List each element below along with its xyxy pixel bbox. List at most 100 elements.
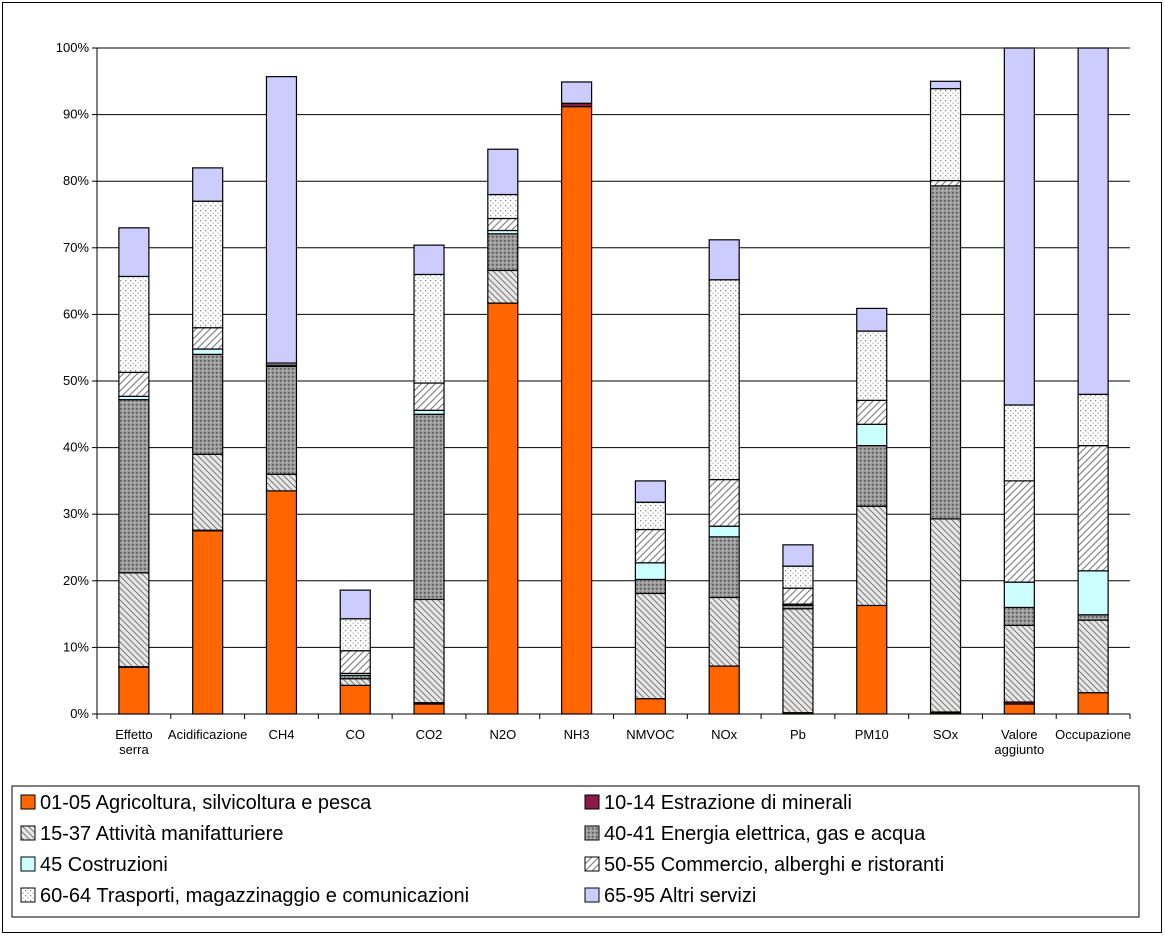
- legend-label: 65-95 Altri servizi: [604, 885, 756, 907]
- bar-segment: [192, 353, 224, 455]
- bar-stack-acidificazione: [192, 167, 224, 715]
- x-tick-label: PM10: [855, 727, 889, 742]
- bar-segment: [192, 327, 224, 350]
- bar-stack-nh3: [561, 81, 593, 715]
- bar-segment: [929, 185, 962, 520]
- y-axis-ticks: 0% 10% 20% 30% 40% 50% 60% 70% 80% 90% 100%: [56, 40, 97, 721]
- bar-segment: [708, 239, 740, 281]
- legend-item: 40-41 Energia elettrica, gas e acqua: [584, 823, 926, 845]
- legend-item: 65-95 Altri servizi: [584, 885, 756, 907]
- legend-swatch: [584, 856, 600, 872]
- bar-segment: [1003, 404, 1035, 482]
- x-tick-label: NMVOC: [626, 727, 674, 742]
- bar-segment: [634, 698, 666, 715]
- bar-stack-co: [339, 589, 371, 715]
- bar-segment: [413, 382, 445, 411]
- bar-segment: [487, 148, 519, 196]
- x-tick-label: CH4: [268, 727, 294, 742]
- bar-segment: [118, 399, 150, 574]
- bar-segment: [708, 478, 740, 527]
- bar-segment: [708, 525, 740, 538]
- legend-item: 60-64 Trasporti, magazzinaggio e comunic…: [20, 885, 469, 907]
- legend-swatch: [20, 794, 36, 810]
- bar-segment: [856, 445, 888, 507]
- legend-swatch: [20, 856, 36, 872]
- bar-segment: [782, 544, 814, 567]
- bar-segment: [265, 490, 298, 715]
- bar-segment: [782, 565, 814, 589]
- bar-stack-effetto-serra: [118, 227, 150, 715]
- y-tick-label: 80%: [63, 173, 89, 188]
- bar-segment: [856, 423, 888, 447]
- bar-segment: [634, 480, 666, 503]
- x-tick-label: NOx: [711, 727, 738, 742]
- legend: 01-05 Agricoltura, silvicoltura e pesca 1…: [11, 785, 1140, 918]
- bar-segment: [339, 650, 371, 674]
- bar-segment: [782, 587, 814, 605]
- x-tick-label: CO: [346, 727, 366, 742]
- bar-stack-ch4: [265, 76, 298, 715]
- bar-segment: [929, 80, 962, 90]
- x-tick-label: aggiunto: [994, 742, 1044, 757]
- legend-swatch: [584, 794, 600, 810]
- bar-stack-n2o: [487, 148, 519, 715]
- y-tick-label: 40%: [63, 440, 89, 455]
- bar-segment: [1077, 445, 1109, 572]
- bar-segment: [929, 179, 962, 187]
- bar-segment: [1077, 47, 1109, 395]
- gridlines: [97, 47, 1130, 648]
- bar-segment: [192, 530, 224, 715]
- bar-segment: [118, 371, 150, 397]
- legend-label: 10-14 Estrazione di minerali: [604, 792, 852, 814]
- legend-item: 45 Costruzioni: [20, 854, 168, 876]
- bar-segment: [118, 227, 150, 278]
- y-tick-label: 20%: [63, 573, 89, 588]
- bar-segment: [413, 244, 445, 276]
- bar-segment: [487, 302, 519, 715]
- bar-segment: [265, 473, 298, 492]
- x-tick-label: CO2: [416, 727, 443, 742]
- bar-segment: [708, 665, 740, 715]
- x-tick-label: Acidificazione: [168, 727, 248, 742]
- bar-stack-pb: [782, 544, 814, 715]
- legend-item: 50-55 Commercio, alberghi e ristoranti: [584, 854, 944, 876]
- bar-segment: [856, 330, 888, 401]
- bar-segment: [708, 279, 740, 481]
- bar-stack-valore-aggiunto: [1003, 47, 1035, 715]
- bar-segment: [413, 273, 445, 384]
- x-tick-label: NH3: [564, 727, 590, 742]
- x-tick-label: Valore: [1001, 727, 1038, 742]
- bar-stack-sox: [929, 80, 962, 715]
- legend-label: 01-05 Agricoltura, silvicoltura e pesca: [40, 792, 372, 814]
- bar-segment: [708, 536, 740, 599]
- bar-segment: [192, 200, 224, 329]
- bar-segment: [634, 592, 666, 700]
- legend-label: 50-55 Commercio, alberghi e ristoranti: [604, 854, 944, 876]
- bar-segment: [1003, 581, 1035, 609]
- y-tick-label: 100%: [56, 40, 90, 55]
- bar-segment: [1003, 703, 1035, 715]
- bar-segment: [708, 596, 740, 667]
- bar-segment: [782, 608, 814, 714]
- bar-segment: [118, 572, 150, 668]
- bar-segment: [192, 167, 224, 202]
- bar-segment: [339, 589, 371, 620]
- bar-segment: [118, 666, 150, 715]
- bar-segment: [1003, 606, 1035, 627]
- bar-segment: [1077, 614, 1109, 621]
- bar-segment: [1077, 393, 1109, 447]
- bar-stack-co2: [413, 244, 445, 715]
- bar-segment: [561, 81, 593, 104]
- bar-segment: [339, 618, 371, 652]
- bar-segment: [118, 275, 150, 373]
- legend-label: 45 Costruzioni: [40, 854, 168, 876]
- bar-segment: [561, 106, 593, 715]
- bar-segment: [929, 88, 962, 182]
- y-tick-label: 90%: [63, 107, 89, 122]
- legend-swatch: [584, 825, 600, 841]
- legend-label: 60-64 Trasporti, magazzinaggio e comunic…: [40, 885, 469, 907]
- legend-label: 15-37 Attività manifatturiere: [40, 823, 283, 845]
- bar-segment: [487, 233, 519, 272]
